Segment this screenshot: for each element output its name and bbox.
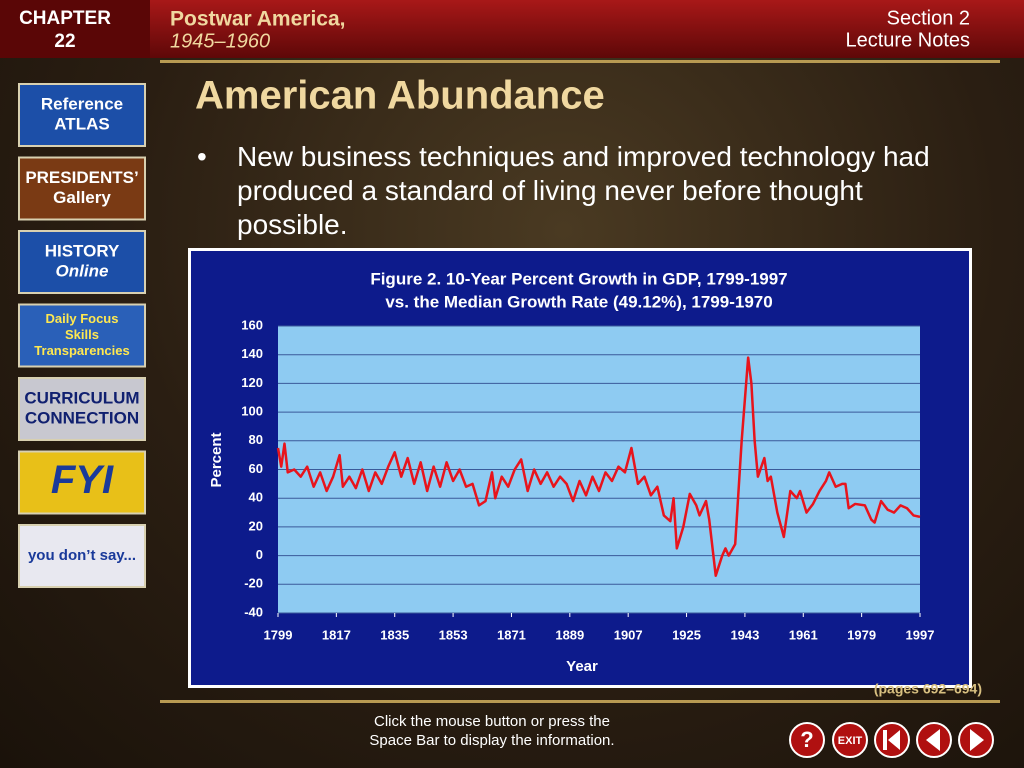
chapter-box xyxy=(0,0,150,58)
x-tick-label: 1997 xyxy=(906,627,935,642)
chapter-number: 22 xyxy=(54,31,75,52)
sidebar-button[interactable]: FYI xyxy=(18,450,146,515)
nav-exit[interactable]: EXIT xyxy=(832,722,868,758)
x-tick-label: 1979 xyxy=(847,627,876,642)
nav-previous[interactable] xyxy=(916,722,952,758)
header-rule xyxy=(160,60,1000,63)
button-label[interactable]: PRESIDENTS’ xyxy=(25,168,138,187)
button-label[interactable]: ATLAS xyxy=(54,114,109,133)
nav-first[interactable] xyxy=(874,722,910,758)
nav-next[interactable] xyxy=(958,722,994,758)
button-label[interactable]: FYI xyxy=(51,458,114,502)
y-tick-label: 120 xyxy=(241,375,263,390)
page-reference: (pages 692–694) xyxy=(874,681,982,697)
y-tick-label: 40 xyxy=(249,490,263,505)
x-axis-label: Year xyxy=(566,658,598,675)
x-tick-label: 1835 xyxy=(380,627,409,642)
nav-help[interactable]: ? xyxy=(789,722,825,758)
instruction-line: Space Bar to display the information. xyxy=(369,732,614,749)
help-label[interactable]: ? xyxy=(800,727,813,752)
x-tick-label: 1943 xyxy=(730,627,759,642)
data-line xyxy=(276,356,921,577)
y-tick-label: 20 xyxy=(249,518,263,533)
chapter-topic: Postwar America, xyxy=(170,8,345,31)
button-face[interactable] xyxy=(18,303,146,368)
sidebar-button[interactable]: PRESIDENTS’Gallery xyxy=(18,156,146,221)
slide-title: American Abundance xyxy=(195,74,605,118)
x-tick-label: 1799 xyxy=(264,627,293,642)
x-tick-label: 1961 xyxy=(789,627,818,642)
bullet-symbol: • xyxy=(197,141,207,172)
x-tick-label: 1817 xyxy=(322,627,351,642)
chapter-years: 1945–1960 xyxy=(170,30,270,52)
y-tick-label: -40 xyxy=(244,604,263,619)
button-label[interactable]: HISTORY xyxy=(45,241,120,260)
chart-title: vs. the Median Growth Rate (49.12%), 179… xyxy=(385,292,772,311)
button-face[interactable] xyxy=(18,377,146,441)
button-face[interactable] xyxy=(18,524,146,588)
x-tick-label: 1853 xyxy=(439,627,468,642)
y-tick-label: -20 xyxy=(244,576,263,591)
button-face[interactable] xyxy=(18,230,146,294)
exit-label[interactable]: EXIT xyxy=(838,735,863,747)
y-tick-label: 0 xyxy=(256,547,263,562)
section: Section 2 xyxy=(887,7,970,29)
y-tick-label: 80 xyxy=(249,432,263,447)
button-label[interactable]: Online xyxy=(56,261,109,280)
button-label[interactable]: Reference xyxy=(41,94,123,113)
button-label[interactable]: CURRICULUM xyxy=(24,388,139,407)
y-axis-label: Percent xyxy=(208,432,225,487)
y-tick-label: 160 xyxy=(241,317,263,332)
section-type: Lecture Notes xyxy=(845,29,970,51)
y-tick-label: 140 xyxy=(241,346,263,361)
instruction-line: Click the mouse button or press the xyxy=(374,713,610,730)
button-label[interactable]: Gallery xyxy=(53,188,111,207)
button-face[interactable] xyxy=(18,156,146,221)
footer-rule xyxy=(160,700,1000,703)
y-tick-label: 60 xyxy=(249,461,263,476)
sidebar-button[interactable]: you don’t say... xyxy=(18,524,146,588)
button-label[interactable]: Skills xyxy=(65,327,99,342)
y-tick-label: 100 xyxy=(241,404,263,419)
button-label[interactable]: Daily Focus xyxy=(46,311,119,326)
x-tick-label: 1907 xyxy=(614,627,643,642)
x-tick-label: 1889 xyxy=(555,627,584,642)
button-label[interactable]: Transparencies xyxy=(34,343,129,358)
chapter-label: CHAPTER xyxy=(19,8,111,29)
x-tick-label: 1925 xyxy=(672,627,701,642)
button-label[interactable]: CONNECTION xyxy=(25,408,139,427)
bullet-text: New business techniques and improved tec… xyxy=(237,141,930,240)
button-label[interactable]: you don’t say... xyxy=(28,547,136,564)
button-face[interactable] xyxy=(18,83,146,147)
button-face[interactable] xyxy=(18,450,146,515)
chart-title: Figure 2. 10-Year Percent Growth in GDP,… xyxy=(370,269,787,288)
header-bar xyxy=(0,0,1024,58)
x-tick-label: 1871 xyxy=(497,627,526,642)
